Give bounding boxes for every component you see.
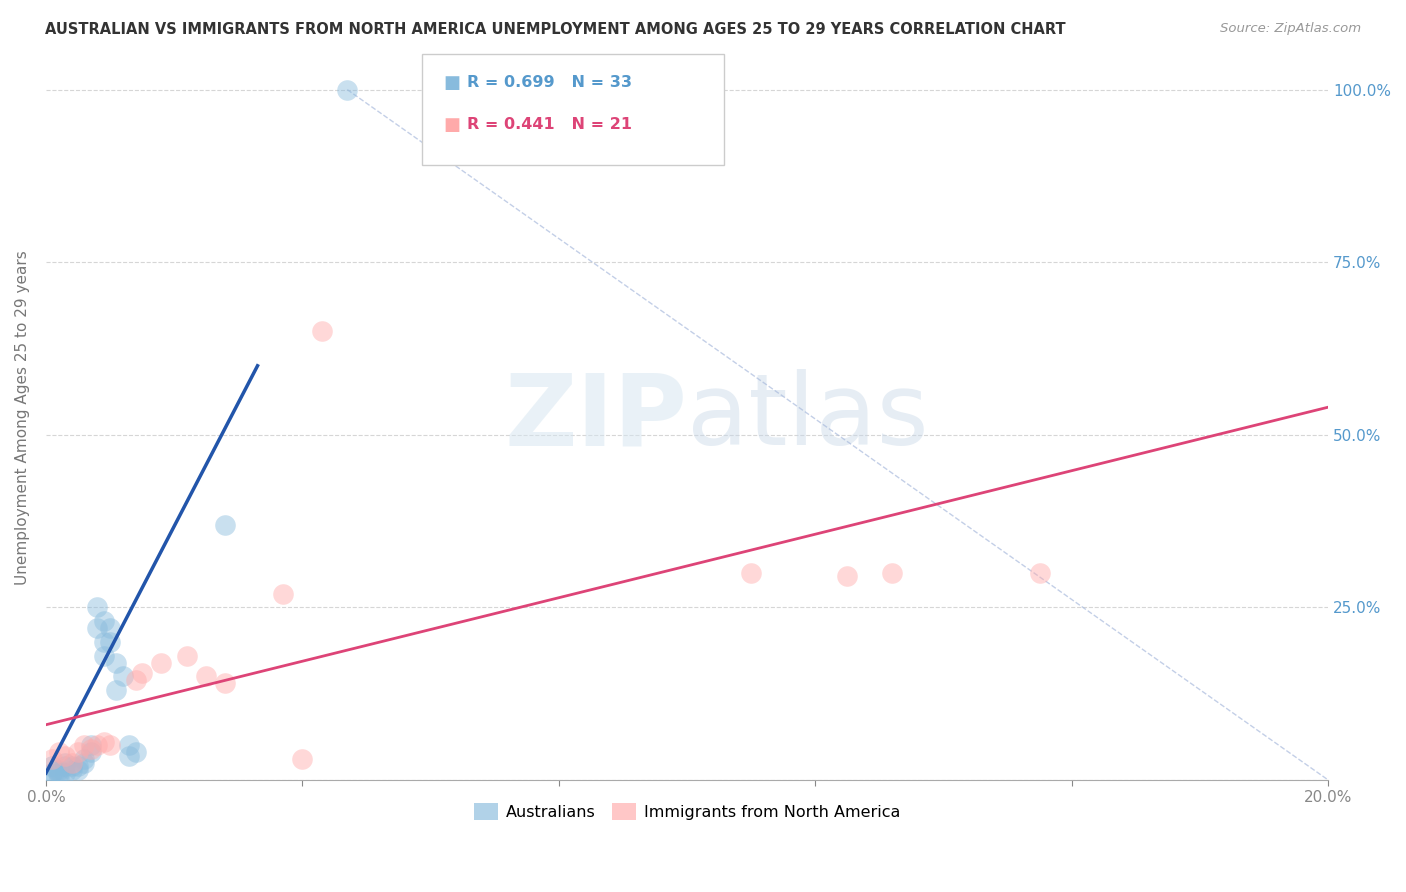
Point [41, 752, 63, 766]
Point [53, 759, 76, 773]
Point [98, 739, 121, 753]
Point [118, 739, 141, 753]
Point [53, 766, 76, 780]
Point [131, 665, 153, 680]
Point [125, 673, 148, 687]
Point [48, 766, 70, 780]
Point [214, 676, 236, 690]
Point [195, 669, 218, 683]
Y-axis label: Unemployment Among Ages 25 to 29 years: Unemployment Among Ages 25 to 29 years [15, 250, 30, 585]
Point [73, 752, 96, 766]
Point [60, 759, 83, 773]
Point [80, 745, 103, 759]
Point [73, 739, 96, 753]
Point [41, 759, 63, 773]
Point [118, 748, 141, 763]
Point [111, 669, 134, 683]
Point [66, 759, 89, 773]
Point [336, 83, 359, 97]
Point [86, 621, 108, 635]
Point [53, 748, 76, 763]
Text: AUSTRALIAN VS IMMIGRANTS FROM NORTH AMERICA UNEMPLOYMENT AMONG AGES 25 TO 29 YEA: AUSTRALIAN VS IMMIGRANTS FROM NORTH AMER… [45, 22, 1066, 37]
Text: atlas: atlas [688, 369, 929, 466]
Point [176, 648, 198, 663]
Point [105, 656, 128, 670]
Point [93, 635, 115, 649]
Point [93, 614, 115, 628]
Point [1028, 566, 1050, 580]
Point [311, 324, 333, 338]
Point [66, 763, 89, 777]
Text: R = 0.441   N = 21: R = 0.441 N = 21 [467, 118, 631, 132]
Point [48, 770, 70, 784]
Text: ■: ■ [443, 74, 460, 92]
Point [53, 756, 76, 770]
Point [66, 745, 89, 759]
Point [98, 635, 121, 649]
Point [93, 735, 115, 749]
Point [73, 756, 96, 770]
Text: ■: ■ [443, 116, 460, 134]
Point [93, 648, 115, 663]
Point [48, 745, 70, 759]
Point [86, 739, 108, 753]
Point [150, 656, 173, 670]
Point [740, 566, 762, 580]
Point [41, 766, 63, 780]
Point [882, 566, 904, 580]
Point [125, 745, 148, 759]
Point [80, 742, 103, 756]
Point [644, 83, 666, 97]
Point [60, 763, 83, 777]
Point [837, 569, 859, 583]
Point [98, 621, 121, 635]
Point [105, 683, 128, 698]
Text: ZIP: ZIP [505, 369, 688, 466]
Point [45, 763, 67, 777]
Point [271, 586, 294, 600]
Point [60, 756, 83, 770]
Point [38, 770, 60, 784]
Point [48, 763, 70, 777]
Legend: Australians, Immigrants from North America: Australians, Immigrants from North Ameri… [468, 797, 907, 826]
Text: R = 0.699   N = 33: R = 0.699 N = 33 [467, 76, 631, 90]
Point [214, 517, 236, 532]
Text: Source: ZipAtlas.com: Source: ZipAtlas.com [1220, 22, 1361, 36]
Point [86, 600, 108, 615]
Point [80, 739, 103, 753]
Point [291, 752, 314, 766]
